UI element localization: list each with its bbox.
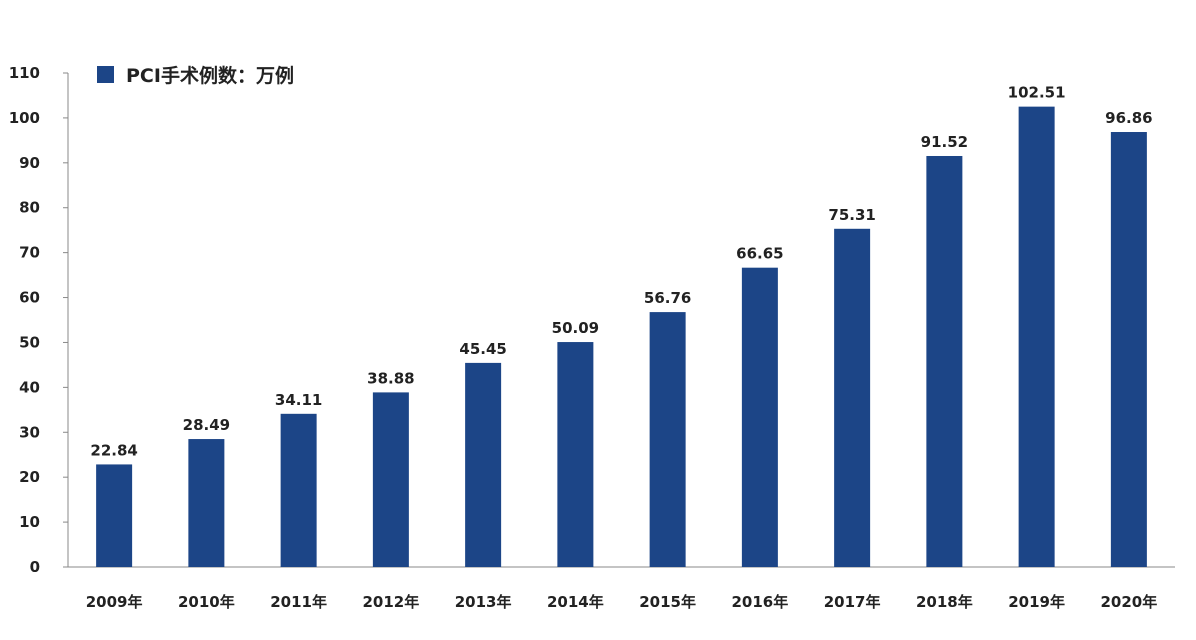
bar [1110, 132, 1147, 567]
bar [834, 228, 871, 567]
bar [465, 362, 502, 567]
y-tick-label: 100 [9, 109, 40, 127]
x-tick-label: 2018年 [916, 593, 973, 611]
x-tick-label: 2010年 [178, 593, 235, 611]
x-axis-ticks: 2009年 2010年 2011年 2012年 2013年 2014年 2015年 2016年… [86, 593, 1158, 611]
data-label: 91.52 [921, 133, 968, 151]
y-tick-label: 30 [19, 423, 40, 441]
y-tick-label: 40 [19, 378, 40, 396]
x-tick-label: 2011年 [270, 593, 327, 611]
data-label: 75.31 [828, 206, 875, 224]
y-tick-label: 10 [19, 513, 40, 531]
bar [372, 392, 409, 567]
x-tick-label: 2016年 [732, 593, 789, 611]
bar [96, 464, 133, 567]
y-tick-label: 0 [30, 558, 40, 576]
bars [96, 106, 1147, 568]
y-tick-label: 70 [19, 244, 40, 262]
legend: PCI手术例数：万例 [97, 64, 294, 87]
bar [1018, 106, 1055, 568]
data-label: 34.11 [275, 391, 322, 409]
data-label: 50.09 [552, 319, 599, 337]
y-tick-label: 60 [19, 289, 40, 307]
x-tick-label: 2009年 [86, 593, 143, 611]
y-tick-label: 50 [19, 333, 40, 351]
x-tick-label: 2019年 [1008, 593, 1065, 611]
bar [741, 267, 778, 567]
data-label: 102.51 [1008, 84, 1066, 102]
data-label: 22.84 [90, 441, 137, 459]
data-label: 56.76 [644, 289, 691, 307]
bar [926, 155, 963, 567]
y-axis-ticks: 0 10 20 30 40 50 60 70 80 90 100 110 [9, 64, 68, 576]
x-tick-label: 2013年 [455, 593, 512, 611]
x-tick-label: 2012年 [363, 593, 420, 611]
bar [280, 413, 317, 567]
x-tick-label: 2015年 [639, 593, 696, 611]
data-label: 38.88 [367, 369, 414, 387]
data-labels: 22.84 28.49 34.11 38.88 45.45 50.09 56.76 66.65… [90, 84, 1152, 460]
bar [649, 312, 686, 567]
legend-swatch [97, 66, 114, 83]
data-label: 66.65 [736, 245, 783, 263]
y-tick-label: 90 [19, 154, 40, 172]
data-label: 96.86 [1105, 109, 1152, 127]
data-label: 45.45 [459, 340, 506, 358]
bar [557, 342, 594, 567]
legend-label: PCI手术例数：万例 [126, 64, 294, 87]
x-tick-label: 2014年 [547, 593, 604, 611]
y-tick-label: 20 [19, 468, 40, 486]
bar [188, 439, 225, 567]
y-tick-label: 80 [19, 199, 40, 217]
y-tick-label: 110 [9, 64, 40, 82]
data-label: 28.49 [183, 416, 230, 434]
x-tick-label: 2020年 [1101, 593, 1158, 611]
x-tick-label: 2017年 [824, 593, 881, 611]
